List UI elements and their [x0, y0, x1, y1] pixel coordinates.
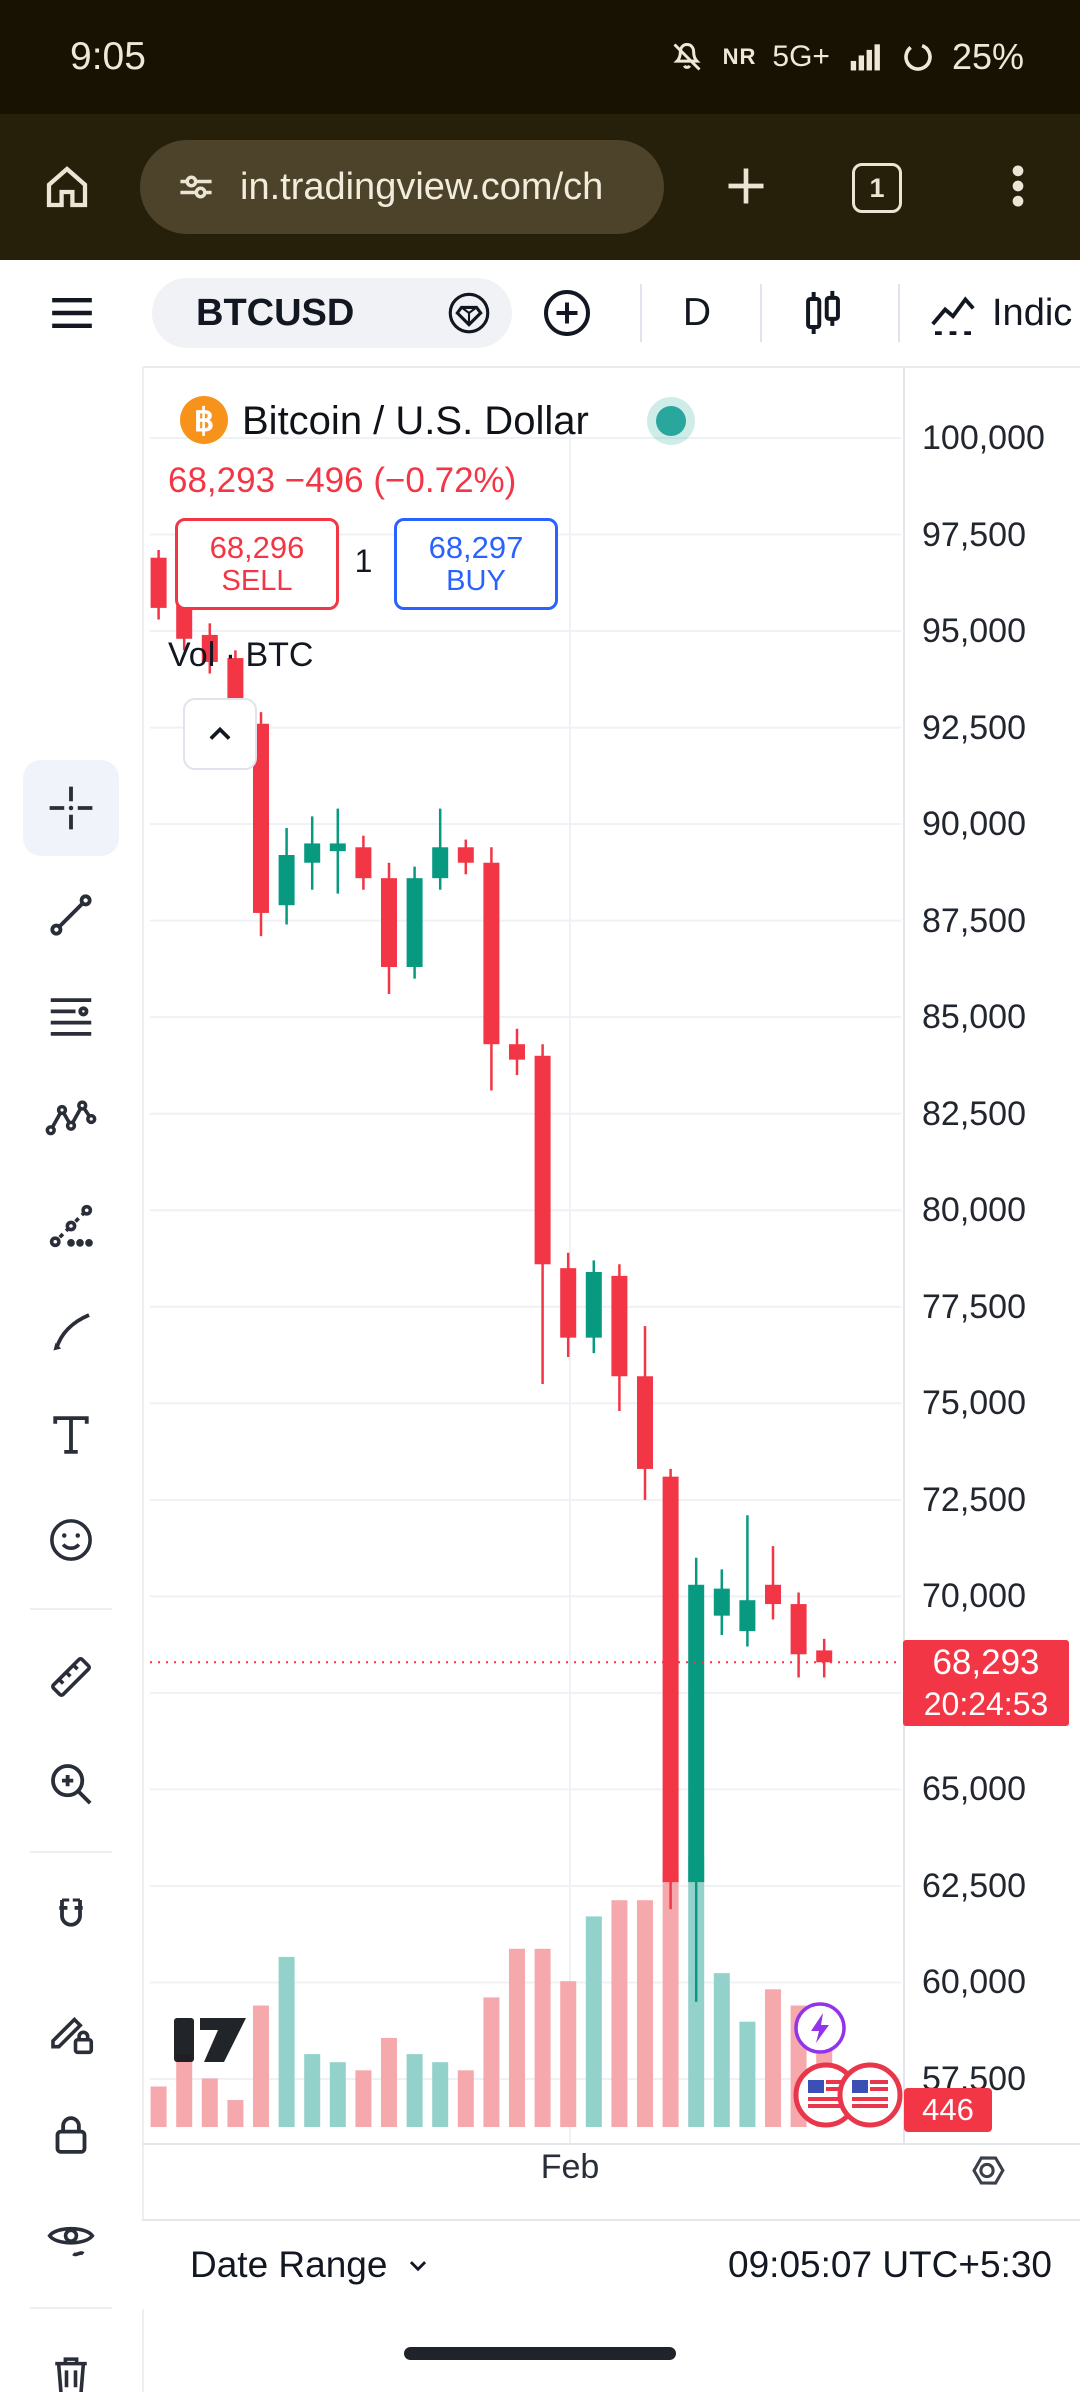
- toolbar-divider: [760, 284, 762, 342]
- add-symbol-icon[interactable]: [539, 285, 595, 341]
- time-axis-divider: [142, 2143, 1080, 2145]
- price-axis-label: 85,000: [922, 998, 1026, 1037]
- sidebar-divider: [30, 1851, 112, 1853]
- ruler-tool-icon[interactable]: [23, 1629, 119, 1725]
- price-axis-label: 72,500: [922, 1480, 1026, 1519]
- price-axis-label: 70,000: [922, 1577, 1026, 1616]
- sidebar-divider: [30, 1608, 112, 1610]
- price-axis-label: 60,000: [922, 1963, 1026, 2002]
- browser-toolbar: in.tradingview.com/ch 1: [0, 114, 1080, 260]
- tab-count: 1: [869, 172, 885, 203]
- hide-drawings-tool-icon[interactable]: [23, 2190, 119, 2286]
- crosshair-tool-icon[interactable]: [23, 760, 119, 856]
- economic-event-coins-icon[interactable]: [788, 2058, 938, 2132]
- data-saver-icon: [900, 39, 936, 75]
- current-price: 68,293: [932, 1643, 1040, 1683]
- price-axis-label: 97,500: [922, 515, 1026, 554]
- price-axis-label: 92,500: [922, 708, 1026, 747]
- toolbar-divider: [898, 284, 900, 342]
- projection-tool-icon[interactable]: [23, 1178, 119, 1274]
- home-icon[interactable]: [40, 160, 94, 214]
- site-info-icon[interactable]: [174, 165, 218, 209]
- trend-line-tool-icon[interactable]: [23, 867, 119, 963]
- date-range-label: Date Range: [190, 2244, 388, 2285]
- market-status-dot: [656, 406, 686, 436]
- new-tab-icon[interactable]: [718, 158, 774, 214]
- tab-counter[interactable]: 1: [852, 163, 902, 213]
- buy-price: 68,297: [428, 529, 524, 565]
- magnet-tool-icon[interactable]: [23, 1870, 119, 1966]
- collapse-header-button[interactable]: [183, 698, 257, 770]
- fib-retracement-tool-icon[interactable]: [23, 969, 119, 1065]
- tradingview-watermark: [172, 2008, 272, 2070]
- chevron-down-icon: [410, 2261, 427, 2272]
- price-axis-label: 77,500: [922, 1287, 1026, 1326]
- url-text: in.tradingview.com/ch: [240, 165, 604, 208]
- chart-type-candles-icon[interactable]: [795, 285, 851, 341]
- event-count-badge[interactable]: 446: [904, 2088, 992, 2132]
- chart-settings-gear-icon[interactable]: [964, 2150, 1010, 2196]
- price-axis-label: 80,000: [922, 1191, 1026, 1230]
- symbol-selector[interactable]: BTCUSD: [152, 278, 512, 348]
- gesture-bar[interactable]: [404, 2347, 676, 2360]
- brush-tool-icon[interactable]: [23, 1285, 119, 1381]
- bottom-toolbar: Date Range 09:05:07 UTC+5:30: [142, 2219, 1080, 2309]
- current-price-tag: 68,293 20:24:53: [903, 1640, 1069, 1727]
- emoji-tool-icon[interactable]: [23, 1492, 119, 1588]
- buy-label: BUY: [446, 565, 506, 598]
- date-range-button[interactable]: Date Range: [190, 2221, 435, 2309]
- status-bar: 9:05 NR 5G+: [0, 0, 1080, 114]
- price-axis-label: 95,000: [922, 612, 1026, 651]
- price-axis-label: 75,000: [922, 1384, 1026, 1423]
- lock-tool-icon[interactable]: [23, 2087, 119, 2183]
- hamburger-menu-icon[interactable]: [44, 285, 100, 341]
- notifications-muted-icon: [667, 37, 707, 77]
- last-price-change: 68,293 −496 (−0.72%): [168, 461, 517, 500]
- buy-button[interactable]: 68,297 BUY: [394, 518, 558, 610]
- zoom-in-tool-icon[interactable]: [23, 1736, 119, 1832]
- indicators-label[interactable]: Indic: [992, 292, 1073, 334]
- sell-price: 68,296: [209, 529, 305, 565]
- network-type: 5G+: [772, 40, 830, 73]
- price-axis-divider: [903, 366, 905, 2143]
- bitcoin-logo-icon: ฿: [180, 396, 228, 444]
- url-bar[interactable]: in.tradingview.com/ch: [140, 140, 664, 234]
- premium-diamond-icon: [444, 288, 494, 338]
- event-lightning-icon[interactable]: [792, 2000, 848, 2056]
- drawing-tools-sidebar: [0, 366, 144, 2392]
- browser-menu-icon[interactable]: [990, 158, 1046, 214]
- interval-button[interactable]: D: [682, 291, 712, 334]
- toolbar-divider: [640, 284, 642, 342]
- symbol-name: BTCUSD: [196, 291, 355, 334]
- sell-label: SELL: [221, 565, 293, 598]
- time-axis-label: Feb: [540, 2148, 600, 2186]
- price-axis-label: 62,500: [922, 1866, 1026, 1905]
- candle-countdown: 20:24:53: [923, 1686, 1049, 1723]
- session-clock[interactable]: 09:05:07 UTC+5:30: [728, 2244, 1052, 2285]
- price-axis-label: 100,000: [922, 419, 1045, 457]
- battery-percent: 25%: [951, 36, 1024, 77]
- sell-button[interactable]: 68,296 SELL: [175, 518, 339, 610]
- volume-indicator-label[interactable]: Vol · BTC: [168, 636, 314, 674]
- price-axis-label: 87,500: [922, 901, 1026, 940]
- trash-tool-icon[interactable]: [23, 2328, 119, 2392]
- price-axis-label: 90,000: [922, 805, 1026, 844]
- app-toolbar: BTCUSD D: [0, 260, 1080, 368]
- spread-value: 1: [354, 542, 373, 579]
- indicators-icon[interactable]: [926, 287, 980, 341]
- price-axis-label: 65,000: [922, 1770, 1026, 1809]
- signal-strength-icon: [846, 38, 884, 76]
- price-axis-label: 82,500: [922, 1094, 1026, 1133]
- nr-indicator: NR: [722, 44, 757, 69]
- drawing-lock-tool-icon[interactable]: [23, 1985, 119, 2081]
- xabcd-pattern-tool-icon[interactable]: [23, 1071, 119, 1167]
- sidebar-divider: [30, 2307, 112, 2309]
- symbol-title[interactable]: Bitcoin / U.S. Dollar: [242, 399, 589, 443]
- text-tool-icon[interactable]: [23, 1387, 119, 1483]
- clock-time: 9:05: [70, 35, 146, 78]
